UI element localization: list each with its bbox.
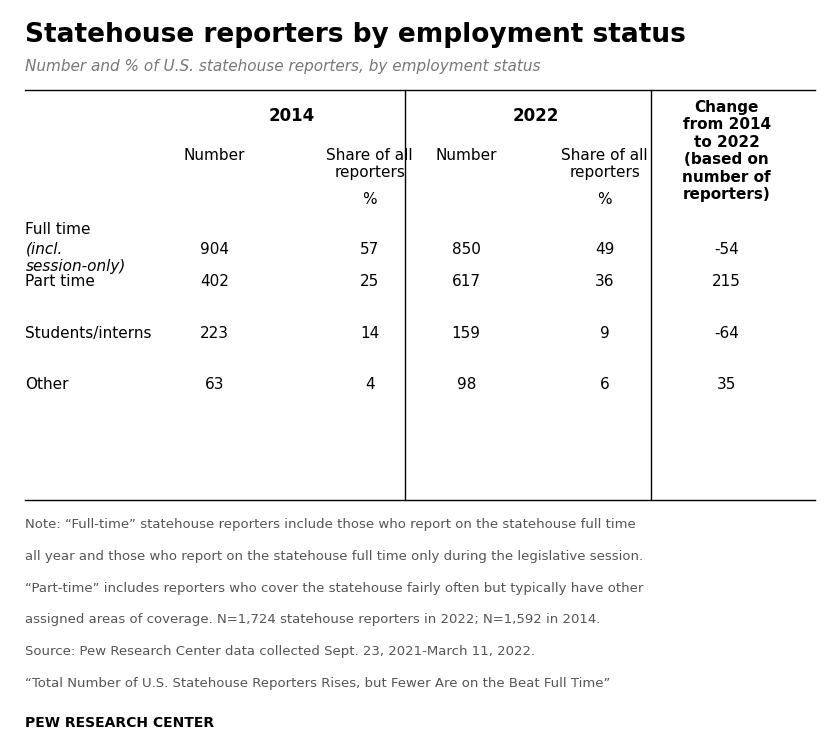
Text: “Part-time” includes reporters who cover the statehouse fairly often but typical: “Part-time” includes reporters who cover… (25, 582, 643, 595)
Text: 49: 49 (595, 242, 615, 257)
Text: PEW RESEARCH CENTER: PEW RESEARCH CENTER (25, 716, 214, 730)
Text: “Total Number of U.S. Statehouse Reporters Rises, but Fewer Are on the Beat Full: “Total Number of U.S. Statehouse Reporte… (25, 677, 611, 690)
Text: Number and % of U.S. statehouse reporters, by employment status: Number and % of U.S. statehouse reporter… (25, 59, 541, 74)
Text: 402: 402 (200, 274, 228, 289)
Text: Change
from 2014
to 2022
(based on
number of
reporters): Change from 2014 to 2022 (based on numbe… (682, 100, 771, 202)
Text: 98: 98 (456, 377, 476, 392)
Text: Part time: Part time (25, 274, 95, 289)
Text: 850: 850 (452, 242, 480, 257)
Text: 63: 63 (204, 377, 224, 392)
Text: 223: 223 (200, 326, 228, 340)
Text: 25: 25 (360, 274, 379, 289)
Text: Statehouse reporters by employment status: Statehouse reporters by employment statu… (25, 22, 686, 48)
Text: 9: 9 (600, 326, 610, 340)
Text: Number: Number (183, 148, 245, 163)
Text: (incl.
session-only): (incl. session-only) (26, 242, 126, 275)
Text: Students/interns: Students/interns (25, 326, 152, 340)
Text: 159: 159 (452, 326, 480, 340)
Text: -64: -64 (714, 326, 739, 340)
Text: Full time: Full time (25, 222, 96, 237)
Text: 2014: 2014 (269, 107, 315, 125)
Text: 14: 14 (360, 326, 379, 340)
Text: 2022: 2022 (512, 107, 559, 125)
Text: Source: Pew Research Center data collected Sept. 23, 2021-March 11, 2022.: Source: Pew Research Center data collect… (25, 645, 535, 659)
Text: %: % (362, 192, 377, 207)
Text: 215: 215 (712, 274, 741, 289)
Text: 4: 4 (365, 377, 375, 392)
Text: 617: 617 (452, 274, 480, 289)
Text: all year and those who report on the statehouse full time only during the legisl: all year and those who report on the sta… (25, 550, 643, 563)
Text: 904: 904 (200, 242, 228, 257)
Text: 36: 36 (595, 274, 615, 289)
Text: Note: “Full-time” statehouse reporters include those who report on the statehous: Note: “Full-time” statehouse reporters i… (25, 518, 636, 531)
Text: Share of all
reporters: Share of all reporters (326, 148, 413, 181)
Text: Other: Other (25, 377, 69, 392)
Text: %: % (597, 192, 612, 207)
Text: 35: 35 (717, 377, 737, 392)
Text: 6: 6 (600, 377, 610, 392)
Text: Number: Number (435, 148, 497, 163)
Text: -54: -54 (714, 242, 739, 257)
Text: assigned areas of coverage. N=1,724 statehouse reporters in 2022; N=1,592 in 201: assigned areas of coverage. N=1,724 stat… (25, 613, 601, 627)
Text: 57: 57 (360, 242, 379, 257)
Text: Share of all
reporters: Share of all reporters (561, 148, 648, 181)
